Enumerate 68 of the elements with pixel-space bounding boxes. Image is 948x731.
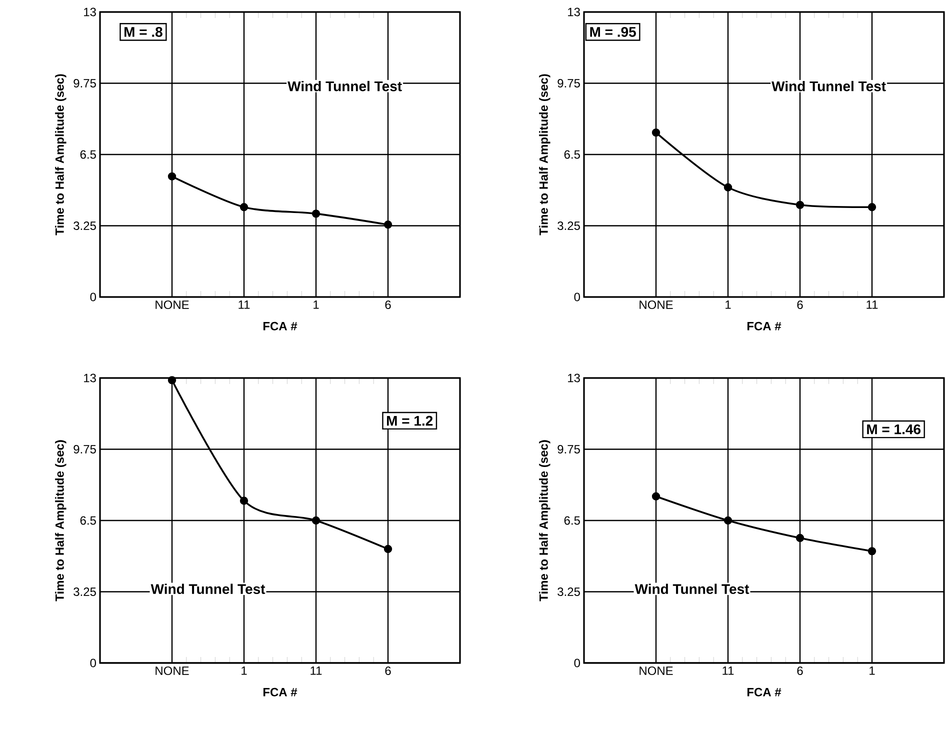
point — [724, 516, 732, 525]
y-tick-label: 9.75 — [74, 444, 96, 454]
x-axis-title: FCA # — [263, 322, 298, 330]
y-tick-label: 0 — [574, 658, 580, 668]
y-tick-label: 3.25 — [558, 221, 580, 230]
x-tick-label: NONE — [640, 666, 673, 676]
point — [384, 544, 392, 554]
y-tick-label: 9.75 — [74, 78, 96, 88]
point — [384, 220, 392, 229]
point — [312, 516, 320, 525]
x-tick-label: 6 — [797, 666, 803, 676]
y-tick-label: 3.25 — [74, 587, 96, 596]
point — [240, 496, 248, 505]
x-tick-label: 11 — [866, 300, 878, 309]
annotation: Wind Tunnel Test — [288, 80, 402, 92]
y-tick-label: 3.25 — [74, 221, 96, 230]
x-tick-label: 1 — [870, 666, 875, 675]
y-tick-label: 13 — [568, 8, 580, 16]
x-tick-label: NONE — [640, 300, 673, 310]
x-tick-label: 11 — [722, 666, 734, 675]
y-tick-label: 9.75 — [558, 444, 580, 454]
y-tick-label: 0 — [574, 292, 580, 302]
x-tick-label: 1 — [242, 666, 247, 675]
point — [652, 128, 660, 137]
y-axis-title: Time to Half Amplitude (sec) — [55, 74, 66, 236]
point — [868, 547, 876, 556]
y-tick-label: 0 — [90, 292, 96, 302]
y-tick-label: 13 — [84, 374, 96, 382]
annotation: Wind Tunnel Test — [150, 584, 266, 594]
x-tick-label: 1 — [314, 300, 319, 309]
y-axis-title: Time to Half Amplitude (sec) — [539, 74, 550, 236]
y-axis-title: Time to Half Amplitude (sec) — [55, 440, 66, 602]
annotation: Wind Tunnel Test — [634, 584, 750, 594]
annotation: M = .95 — [590, 26, 636, 37]
annotation: Wind Tunnel Test — [772, 80, 886, 92]
x-tick-label: 1 — [726, 300, 731, 309]
y-tick-label: 6.5 — [564, 150, 580, 159]
y-axis-title: Time to Half Amplitude (sec) — [539, 440, 550, 602]
annotation: M = 1.2 — [387, 416, 433, 426]
y-tick-label: 6.5 — [80, 516, 96, 525]
y-tick-label: 0 — [90, 658, 96, 668]
point — [868, 203, 876, 212]
y-tick-label: 6.5 — [564, 516, 580, 525]
x-axis-title: FCA # — [747, 688, 782, 696]
point — [168, 376, 176, 384]
y-tick-label: 3.25 — [558, 587, 580, 596]
y-tick-label: 13 — [84, 8, 96, 16]
point — [312, 210, 320, 218]
point — [724, 183, 732, 192]
x-tick-label: 11 — [238, 300, 250, 309]
x-tick-label: 11 — [310, 666, 322, 675]
y-tick-label: 13 — [568, 374, 580, 382]
x-axis-title: FCA # — [747, 322, 782, 330]
x-tick-label: NONE — [156, 300, 189, 310]
point — [168, 172, 176, 181]
annotation: M = .8 — [124, 26, 162, 37]
point — [796, 200, 804, 210]
y-tick-label: 9.75 — [558, 78, 580, 88]
x-tick-label: 6 — [385, 666, 391, 676]
x-tick-label: NONE — [156, 666, 189, 676]
y-tick-label: 6.5 — [80, 150, 96, 159]
point — [796, 534, 804, 542]
point — [652, 492, 660, 500]
x-axis-title: FCA # — [263, 688, 298, 696]
x-tick-label: 6 — [797, 300, 803, 310]
x-tick-label: 6 — [385, 300, 391, 310]
point — [240, 203, 248, 212]
annotation: M = 1.46 — [867, 424, 921, 434]
